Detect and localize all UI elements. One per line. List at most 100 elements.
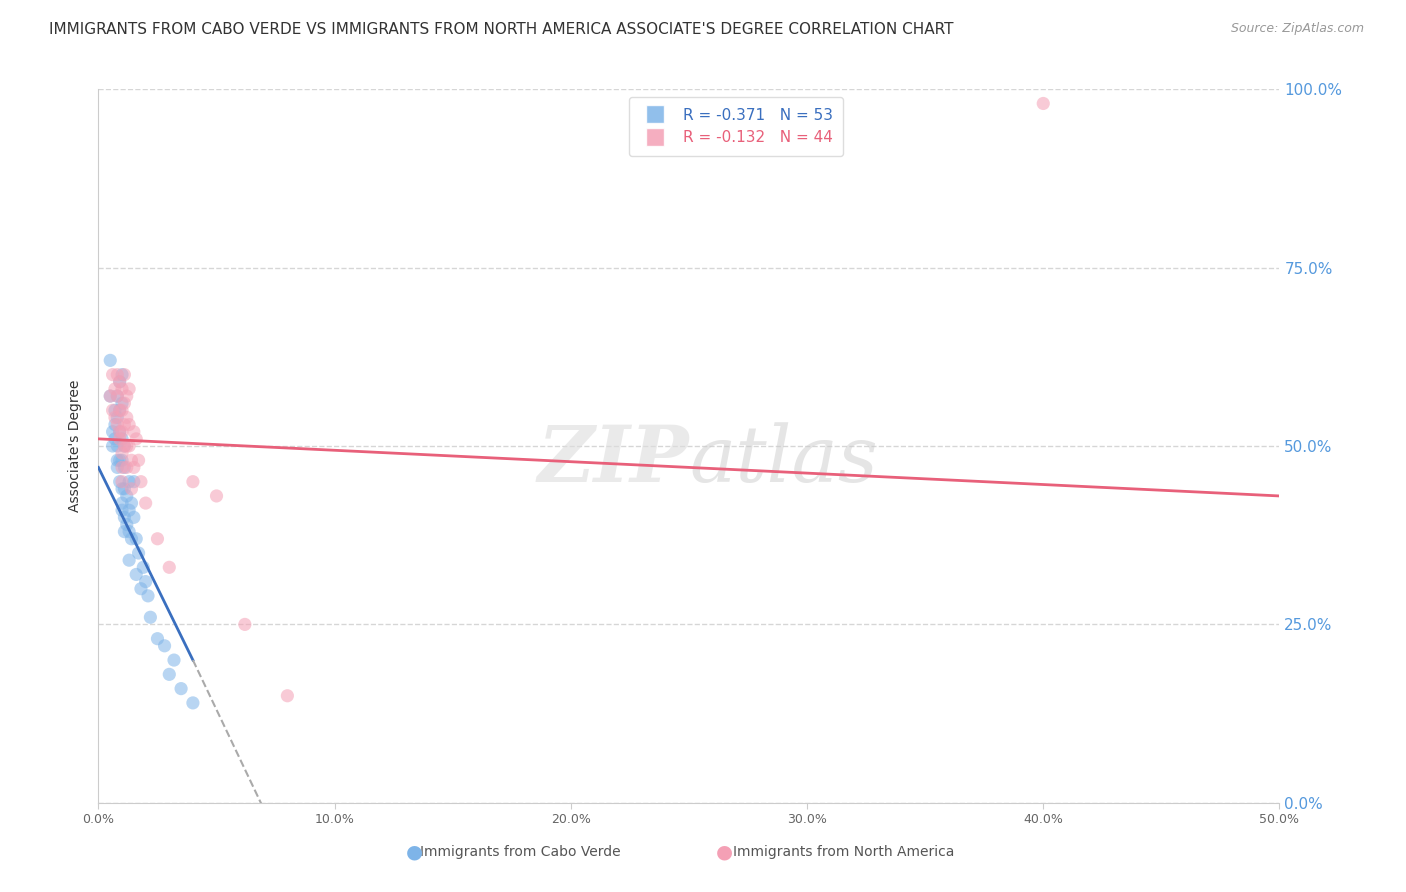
Point [111, 446, 134, 460]
Point [122, 460, 145, 475]
Point [112, 396, 135, 410]
Point [181, 696, 204, 710]
Point [101, 425, 124, 439]
Point [108, 425, 131, 439]
Text: IMMIGRANTS FROM CABO VERDE VS IMMIGRANTS FROM NORTH AMERICA ASSOCIATE'S DEGREE C: IMMIGRANTS FROM CABO VERDE VS IMMIGRANTS… [49, 22, 953, 37]
Point [121, 496, 143, 510]
Point [98, 353, 121, 368]
Point [112, 482, 135, 496]
Point [111, 432, 134, 446]
Point [98, 389, 121, 403]
Point [121, 482, 143, 496]
Point [118, 503, 141, 517]
Point [111, 453, 134, 467]
Point [129, 475, 152, 489]
Point [136, 589, 159, 603]
Point [146, 532, 169, 546]
Point [115, 439, 138, 453]
Point [108, 453, 131, 467]
Point [121, 453, 143, 467]
Point [118, 475, 141, 489]
Point [111, 482, 134, 496]
Point [181, 475, 204, 489]
Point [163, 653, 186, 667]
Point [105, 410, 128, 425]
Point [115, 460, 138, 475]
Point [105, 453, 128, 467]
Point [115, 489, 138, 503]
Point [122, 510, 145, 524]
Point [111, 382, 134, 396]
Point [115, 389, 138, 403]
Point [98, 389, 121, 403]
Text: atlas: atlas [689, 422, 877, 499]
Point [111, 460, 134, 475]
Point [112, 439, 135, 453]
Point [105, 389, 128, 403]
Point [111, 425, 134, 439]
Point [276, 689, 298, 703]
Point [108, 432, 131, 446]
Point [104, 432, 127, 446]
Point [118, 439, 141, 453]
Point [108, 403, 131, 417]
Point [108, 475, 131, 489]
Point [101, 439, 124, 453]
Point [122, 475, 145, 489]
Point [112, 439, 135, 453]
Point [135, 574, 157, 589]
Point [108, 425, 131, 439]
Point [108, 403, 131, 417]
Point [108, 375, 131, 389]
Point [128, 546, 150, 560]
Point [125, 567, 148, 582]
Point [105, 368, 128, 382]
Point [112, 368, 135, 382]
Point [104, 417, 127, 432]
Point [101, 368, 124, 382]
Point [115, 517, 138, 532]
Point [111, 503, 134, 517]
Legend: R = -0.371   N = 53, R = -0.132   N = 44: R = -0.371 N = 53, R = -0.132 N = 44 [628, 97, 844, 156]
Point [108, 375, 131, 389]
Point [129, 582, 152, 596]
Point [153, 639, 176, 653]
Text: Immigrants from North America: Immigrants from North America [733, 845, 955, 859]
Point [111, 403, 134, 417]
Text: ●: ● [406, 842, 423, 862]
Point [112, 510, 135, 524]
Point [118, 417, 141, 432]
Point [111, 396, 134, 410]
Point [125, 532, 148, 546]
Point [128, 453, 150, 467]
Point [104, 410, 127, 425]
Text: Immigrants from Cabo Verde: Immigrants from Cabo Verde [420, 845, 620, 859]
Point [105, 439, 128, 453]
Point [112, 460, 135, 475]
Point [135, 496, 157, 510]
Text: ZIP: ZIP [537, 422, 689, 499]
Point [125, 432, 148, 446]
Point [101, 403, 124, 417]
Point [112, 524, 135, 539]
Text: Source: ZipAtlas.com: Source: ZipAtlas.com [1230, 22, 1364, 36]
Point [105, 417, 128, 432]
Point [115, 410, 138, 425]
Point [1032, 96, 1054, 111]
Point [104, 382, 127, 396]
Point [118, 524, 141, 539]
Point [139, 610, 162, 624]
Point [118, 553, 141, 567]
Point [111, 368, 134, 382]
Point [118, 382, 141, 396]
Point [205, 489, 228, 503]
Point [111, 475, 134, 489]
Point [105, 460, 128, 475]
Point [170, 681, 193, 696]
Point [132, 560, 155, 574]
Point [121, 532, 143, 546]
Point [157, 667, 180, 681]
Text: ●: ● [716, 842, 733, 862]
Point [112, 417, 135, 432]
Point [105, 389, 128, 403]
